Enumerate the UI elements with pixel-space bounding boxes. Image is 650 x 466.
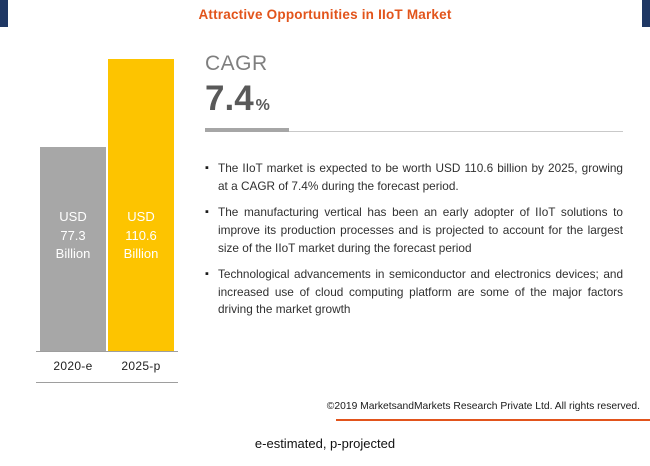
list-item: ▪ Technological advancements in semicond… bbox=[205, 266, 623, 320]
cagr-panel: CAGR 7.4% ▪ The IIoT market is expected … bbox=[205, 52, 623, 327]
chart-category-axis: 2020-e 2025-p bbox=[36, 352, 178, 383]
bar-2020e: USD 77.3 Billion bbox=[40, 147, 106, 351]
bullet-icon: ▪ bbox=[205, 267, 209, 280]
list-item: ▪ The IIoT market is expected to be wort… bbox=[205, 160, 623, 196]
chart-plot-area: USD 77.3 Billion USD 110.6 Billion bbox=[36, 59, 178, 352]
bar-label-line: Billion bbox=[55, 245, 91, 261]
bar-2020e-value-label: USD 77.3 Billion bbox=[40, 208, 106, 263]
bullet-text: Technological advancements in semiconduc… bbox=[218, 266, 623, 317]
bar-chart: USD 77.3 Billion USD 110.6 Billion 2020-… bbox=[36, 59, 178, 383]
bar-label-line: 77.3 bbox=[60, 227, 86, 243]
bar-label-line: USD bbox=[127, 209, 155, 225]
page-title: Attractive Opportunities in IIoT Market bbox=[198, 7, 452, 22]
bullet-text: The manufacturing vertical has been an e… bbox=[218, 204, 623, 255]
top-left-accent-bar bbox=[0, 0, 8, 27]
category-label-2020e: 2020-e bbox=[53, 359, 93, 373]
list-item: ▪ The manufacturing vertical has been an… bbox=[205, 204, 623, 258]
bar-2025p-value-label: USD 110.6 Billion bbox=[108, 208, 174, 263]
footnote: e-estimated, p-projected bbox=[254, 436, 396, 451]
bar-label-line: 110.6 bbox=[125, 227, 157, 243]
divider-thick-segment bbox=[205, 128, 289, 132]
bar-2025p: USD 110.6 Billion bbox=[108, 59, 174, 351]
bullet-text: The IIoT market is expected to be worth … bbox=[218, 161, 623, 193]
footer-accent-line bbox=[336, 419, 650, 421]
category-label-2025p: 2025-p bbox=[121, 359, 161, 373]
key-points-list: ▪ The IIoT market is expected to be wort… bbox=[205, 160, 623, 319]
cagr-percent-sign: % bbox=[255, 97, 270, 114]
bullet-icon: ▪ bbox=[205, 162, 209, 174]
bullet-icon: ▪ bbox=[205, 205, 209, 218]
cagr-label: CAGR bbox=[205, 52, 268, 75]
divider-line bbox=[205, 128, 623, 132]
divider-thin-segment bbox=[289, 131, 623, 132]
bar-label-line: Billion bbox=[123, 245, 159, 261]
top-right-accent-bar bbox=[642, 0, 650, 27]
bar-label-line: USD bbox=[59, 209, 87, 225]
cagr-number: 7.4 bbox=[205, 79, 254, 118]
copyright-text: ©2019 MarketsandMarkets Research Private… bbox=[326, 401, 640, 412]
cagr-value: 7.4% bbox=[205, 79, 623, 119]
